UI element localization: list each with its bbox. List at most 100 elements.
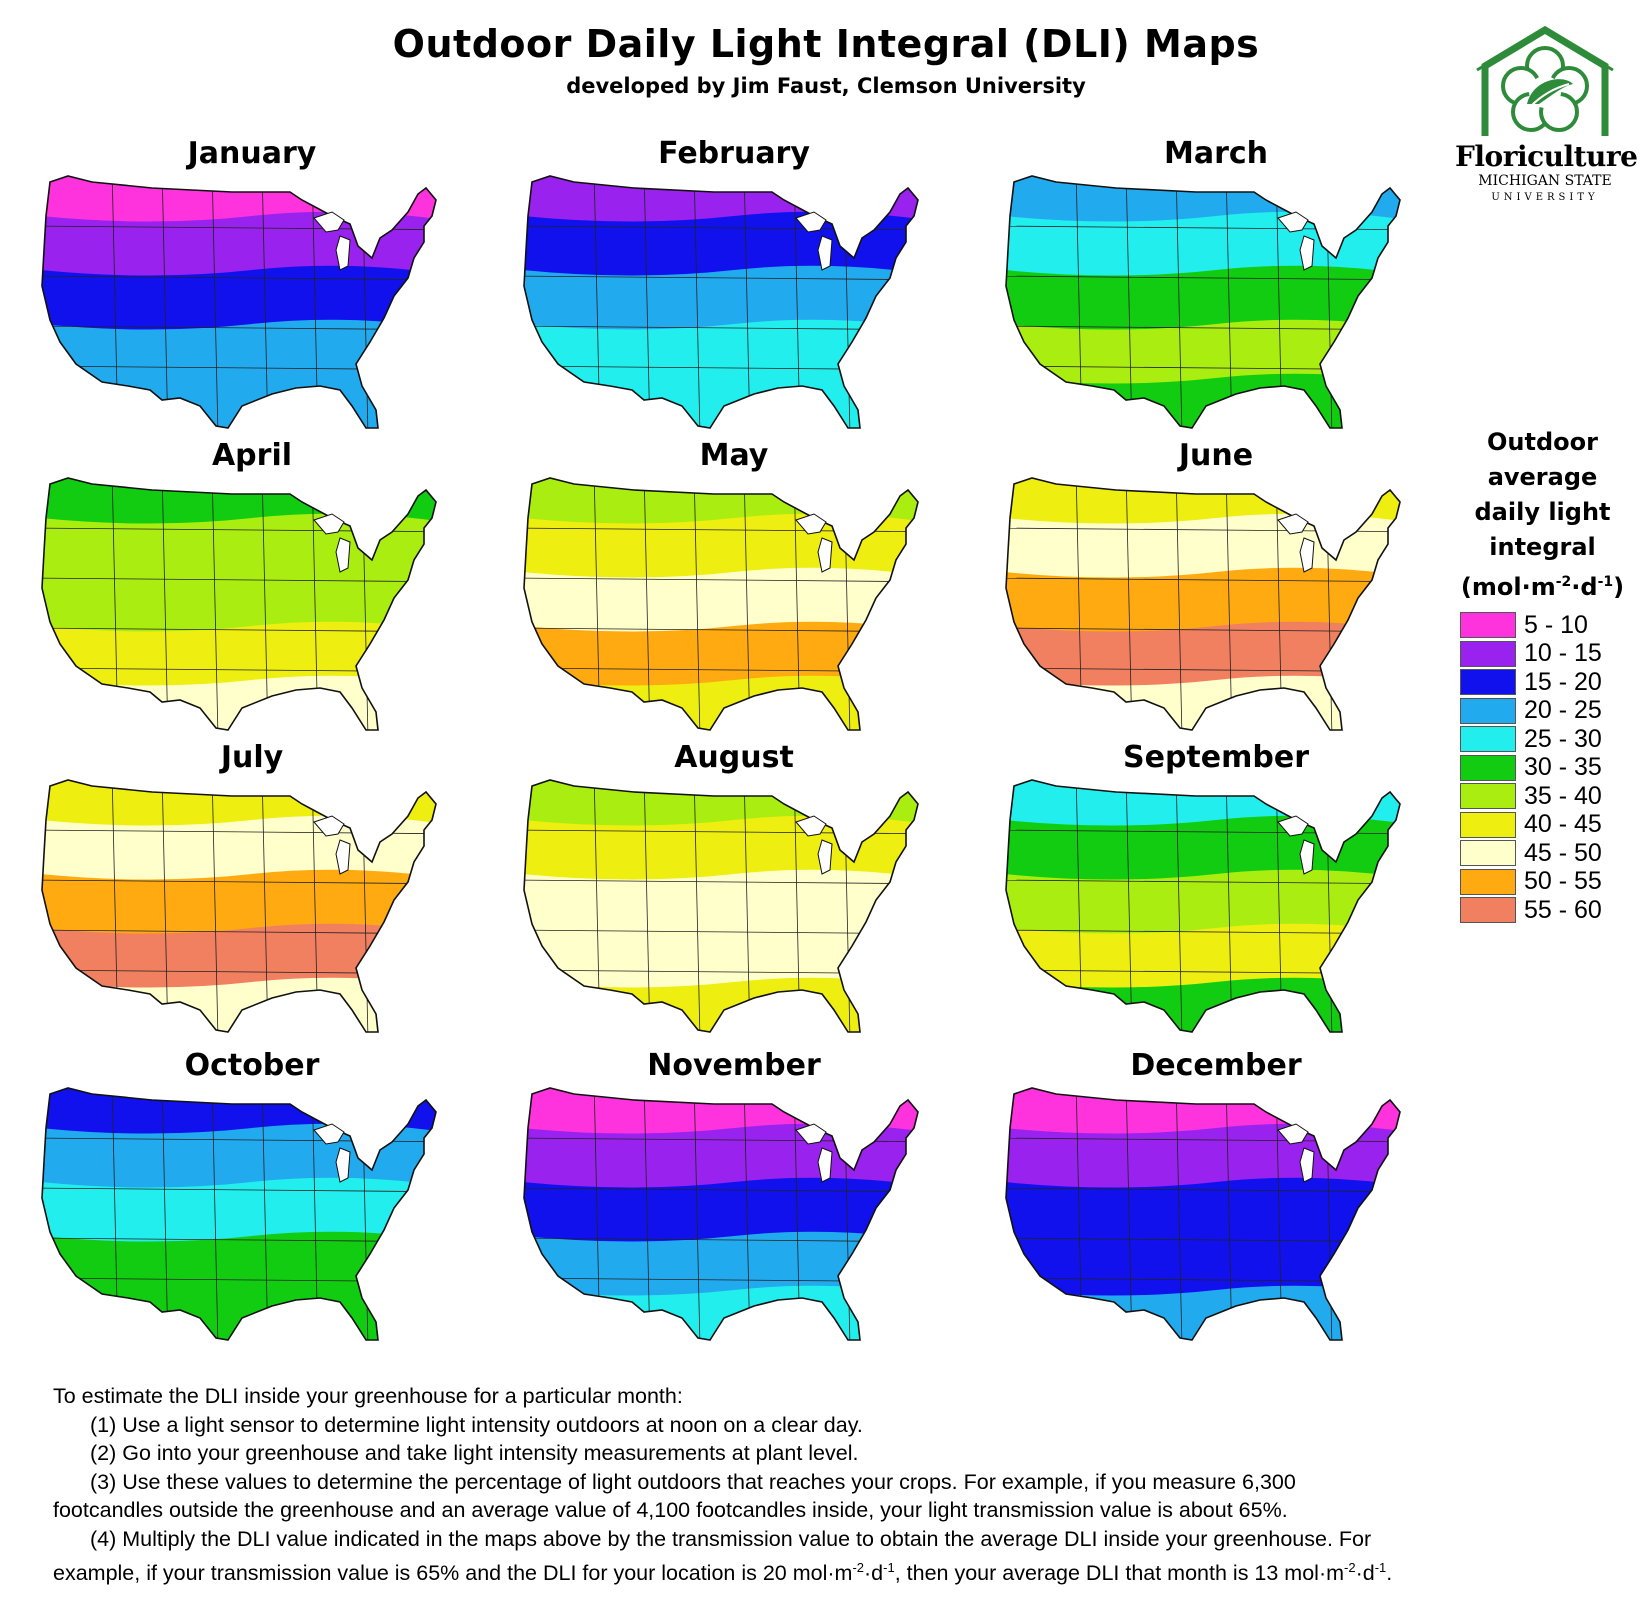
dli-band — [42, 567, 436, 640]
dli-band — [1006, 1285, 1400, 1340]
us-map — [41, 175, 437, 429]
state-border — [1225, 780, 1233, 1032]
dli-band — [1006, 567, 1400, 640]
us-outline — [523, 477, 919, 731]
legend-swatch — [1460, 897, 1516, 924]
dli-band — [1006, 1177, 1400, 1250]
us-map — [41, 1087, 437, 1341]
legend-title-line: integral — [1489, 533, 1596, 561]
us-outline — [1005, 779, 1401, 1033]
legend-unit-text: ·d — [1571, 573, 1598, 601]
map-september: September — [996, 740, 1436, 1040]
legend-swatch — [1460, 612, 1516, 639]
great-lakes — [1299, 839, 1315, 875]
state-border — [743, 1088, 751, 1340]
legend-label: 30 - 35 — [1524, 753, 1602, 782]
map-february: February — [514, 136, 954, 436]
legend-swatch — [1460, 697, 1516, 724]
great-lakes — [795, 513, 827, 535]
state-border — [1225, 176, 1233, 428]
dli-band — [524, 567, 918, 640]
legend-label: 25 - 30 — [1524, 724, 1602, 753]
us-map — [1005, 1087, 1401, 1341]
legend-swatch — [1460, 868, 1516, 895]
instructions-intro: To estimate the DLI inside your greenhou… — [53, 1384, 683, 1408]
map-january: January — [32, 136, 472, 436]
state-border — [524, 275, 918, 281]
state-border — [1006, 577, 1400, 583]
state-border — [261, 1088, 269, 1340]
legend-title: Outdoor average daily light integral (mo… — [1440, 425, 1645, 605]
great-lakes — [817, 235, 833, 271]
us-outline — [523, 175, 919, 429]
state-border — [1175, 780, 1183, 1032]
map-title: March — [1163, 136, 1269, 171]
state-border — [42, 527, 436, 533]
us-map — [523, 175, 919, 429]
us-map — [41, 779, 437, 1033]
us-map — [523, 477, 919, 731]
great-lakes — [1277, 815, 1309, 837]
legend-label: 15 - 20 — [1524, 667, 1602, 696]
state-border — [211, 176, 219, 428]
great-lakes — [313, 211, 345, 233]
state-border — [643, 176, 651, 428]
state-border — [211, 1088, 219, 1340]
unit-exponent: -2 — [1344, 1559, 1356, 1575]
state-border — [524, 1187, 918, 1193]
state-border — [643, 780, 651, 1032]
legend-swatch — [1460, 783, 1516, 810]
legend-item: 35 - 40 — [1460, 782, 1645, 811]
legend-item: 25 - 30 — [1460, 725, 1645, 754]
state-border — [643, 1088, 651, 1340]
state-border — [1006, 1137, 1400, 1143]
map-july: July — [32, 740, 472, 1040]
dli-band — [524, 1285, 918, 1340]
great-lakes — [1277, 1123, 1309, 1145]
state-border — [1006, 275, 1400, 281]
great-lakes — [1299, 1147, 1315, 1183]
great-lakes — [1299, 235, 1315, 271]
instruction-text: . — [1386, 1560, 1393, 1585]
great-lakes — [313, 1123, 345, 1145]
map-june: June — [996, 438, 1436, 738]
legend-unit-text: ) — [1613, 573, 1625, 601]
dli-band — [1006, 675, 1400, 730]
dli-band — [42, 977, 436, 1032]
unit-text: ·d — [1355, 1560, 1375, 1585]
instruction-step-3: (3) Use these values to determine the pe… — [90, 1469, 1296, 1494]
state-border — [42, 879, 436, 885]
dli-band — [524, 373, 918, 428]
dli-band — [1006, 265, 1400, 338]
state-border — [693, 176, 701, 428]
us-map — [523, 1087, 919, 1341]
great-lakes — [313, 815, 345, 837]
page-subtitle: developed by Jim Faust, Clemson Universi… — [566, 74, 1086, 98]
legend-swatch — [1460, 640, 1516, 667]
legend-item: 15 - 20 — [1460, 668, 1645, 697]
dli-band — [524, 265, 918, 338]
us-outline — [41, 477, 437, 731]
state-border — [524, 527, 918, 533]
state-border — [1125, 780, 1133, 1032]
state-border — [211, 478, 219, 730]
state-border — [1006, 1187, 1400, 1193]
legend: Outdoor average daily light integral (mo… — [1440, 425, 1645, 925]
legend-title-line: average — [1487, 463, 1598, 491]
state-border — [261, 176, 269, 428]
legend-item: 20 - 25 — [1460, 696, 1645, 726]
state-border — [161, 478, 169, 730]
legend-label: 50 - 55 — [1524, 867, 1602, 896]
state-border — [524, 225, 918, 231]
great-lakes — [817, 537, 833, 573]
legend-title-line: Outdoor — [1487, 428, 1598, 456]
great-lakes — [1277, 211, 1309, 233]
instructions: To estimate the DLI inside your greenhou… — [53, 1382, 1613, 1587]
legend-label: 45 - 50 — [1524, 838, 1602, 867]
state-border — [743, 478, 751, 730]
state-border — [1125, 478, 1133, 730]
legend-item: 55 - 60 — [1460, 896, 1645, 925]
state-border — [1006, 225, 1400, 231]
instruction-step-4-cont: example, if your transmission value is 6… — [53, 1554, 1613, 1588]
legend-item: 10 - 15 — [1460, 639, 1645, 669]
